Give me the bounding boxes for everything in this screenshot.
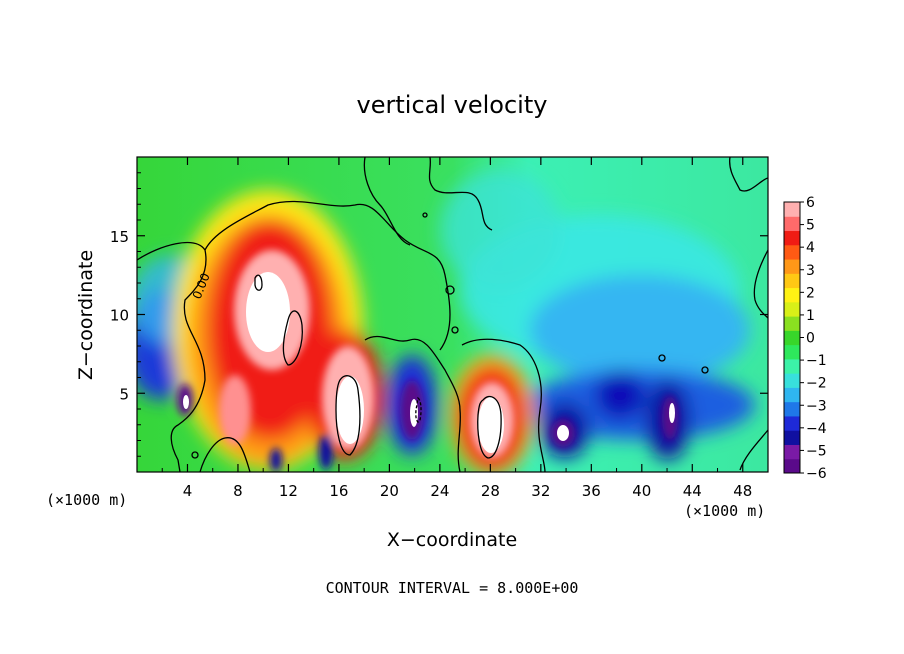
x-tick-label: 48 — [733, 482, 752, 500]
contour-small-loop — [254, 274, 263, 291]
colorbar-swatch — [784, 344, 800, 360]
colorbar-label: −2 — [806, 376, 827, 392]
colorbar-swatch — [784, 387, 800, 403]
white-core-4 — [183, 395, 189, 409]
white-core-16 — [336, 376, 364, 444]
contour-plume-upper — [204, 200, 451, 351]
contour-right — [729, 157, 768, 192]
colorbar-label: 1 — [806, 308, 815, 324]
x-axis-label: X−coordinate — [387, 529, 517, 551]
colorbar-swatch — [784, 316, 800, 331]
contour-dot-d — [191, 451, 199, 459]
x-tick-label: 16 — [329, 482, 348, 500]
field-blue-38 — [595, 370, 645, 420]
contour-top-b — [428, 157, 493, 231]
core-blue-14 — [319, 434, 333, 470]
contour-mid-a — [364, 335, 462, 472]
contour-lower-left — [199, 437, 251, 472]
x-tick-label: 12 — [279, 482, 298, 500]
colorbar-swatch — [784, 330, 800, 346]
contour-dot-b — [445, 285, 455, 295]
colorbar-swatch — [784, 415, 800, 431]
white-core-28 — [478, 397, 504, 453]
colorbar-label: 2 — [806, 285, 815, 301]
colorbar-swatch — [784, 301, 800, 317]
colorbar-swatch — [784, 230, 800, 246]
white-core-plume — [246, 272, 290, 352]
x-axis-unit-left: (×1000 m) — [46, 491, 127, 509]
core-blue-12 — [270, 448, 282, 472]
colorbar-swatch — [784, 273, 800, 289]
colorbar-label: −6 — [806, 466, 827, 482]
x-tick-label: 28 — [481, 482, 500, 500]
x-tick-label: 40 — [632, 482, 651, 500]
contour-dot-f — [701, 366, 709, 374]
contour-interval-footer: CONTOUR INTERVAL = 8.000E+00 — [326, 579, 579, 597]
colorbar-label: −1 — [806, 353, 827, 369]
y-tick-label: 5 — [119, 385, 129, 403]
x-axis-unit-right: (×1000 m) — [684, 502, 765, 520]
colorbar-swatch — [784, 444, 800, 460]
colorbar-swatch — [784, 401, 800, 417]
white-core-42 — [669, 403, 675, 423]
colorbar-label: −5 — [806, 443, 827, 459]
contour-core-28 — [477, 395, 502, 459]
white-core-34 — [557, 425, 569, 441]
contour-core-22 — [415, 396, 422, 423]
contour-core-16 — [335, 375, 361, 456]
x-tick-label: 8 — [233, 482, 243, 500]
field-lightblue-right — [530, 275, 750, 385]
colorbar-swatch — [784, 458, 800, 474]
colorbar-label: 4 — [806, 240, 815, 256]
colorbar-swatch — [784, 373, 800, 388]
colorbar-label: 0 — [806, 331, 815, 347]
y-axis-ticks: 5 10 15 — [110, 172, 768, 457]
y-axis-label: Z−coordinate — [75, 250, 97, 380]
zero-contours — [137, 157, 768, 472]
contour-dot-c — [451, 326, 459, 334]
contour-core-plume — [282, 310, 303, 366]
contour-right-low — [739, 429, 768, 471]
x-tick-label: 32 — [531, 482, 550, 500]
colorbar-swatch — [784, 358, 800, 374]
colorbar-label: 5 — [806, 218, 815, 234]
colorbar-swatch — [784, 430, 800, 445]
contour-dot-e — [658, 354, 666, 362]
x-tick-label: 24 — [430, 482, 449, 500]
x-tick-label: 20 — [380, 482, 399, 500]
field-cyan-mid — [440, 170, 560, 290]
contour-dot-a — [422, 212, 428, 218]
y-tick-label: 10 — [110, 307, 129, 325]
chart-title: vertical velocity — [357, 91, 548, 119]
colorbar-swatch — [784, 216, 800, 232]
colorbar-label: −3 — [806, 398, 827, 414]
contour-top-a — [363, 157, 411, 246]
x-tick-label: 36 — [582, 482, 601, 500]
colorbar-swatch — [784, 287, 800, 303]
colorbar-swatch — [784, 244, 800, 260]
colorbar-label: −4 — [806, 421, 827, 437]
plot-area: 0.00 — [137, 157, 768, 472]
colorbar-swatch — [784, 259, 800, 274]
colorbar-label: 3 — [806, 263, 815, 279]
colorbar-label: 6 — [806, 195, 815, 211]
colorbar: 6 5 4 3 2 1 0 −1 −2 −3 −4 −5 −6 — [783, 195, 827, 482]
white-core-22 — [410, 399, 418, 427]
core-pink-8 — [219, 375, 251, 445]
x-tick-label: 44 — [683, 482, 702, 500]
velocity-white-cores — [183, 272, 675, 453]
y-tick-label: 15 — [110, 228, 129, 246]
contour-left-lobe — [137, 242, 207, 472]
contour-mid-b — [461, 338, 546, 472]
x-axis-ticks: 4 8 12 16 20 24 28 32 36 40 44 48 — [161, 157, 752, 500]
x-tick-label: 4 — [183, 482, 193, 500]
colorbar-swatch — [784, 202, 800, 217]
